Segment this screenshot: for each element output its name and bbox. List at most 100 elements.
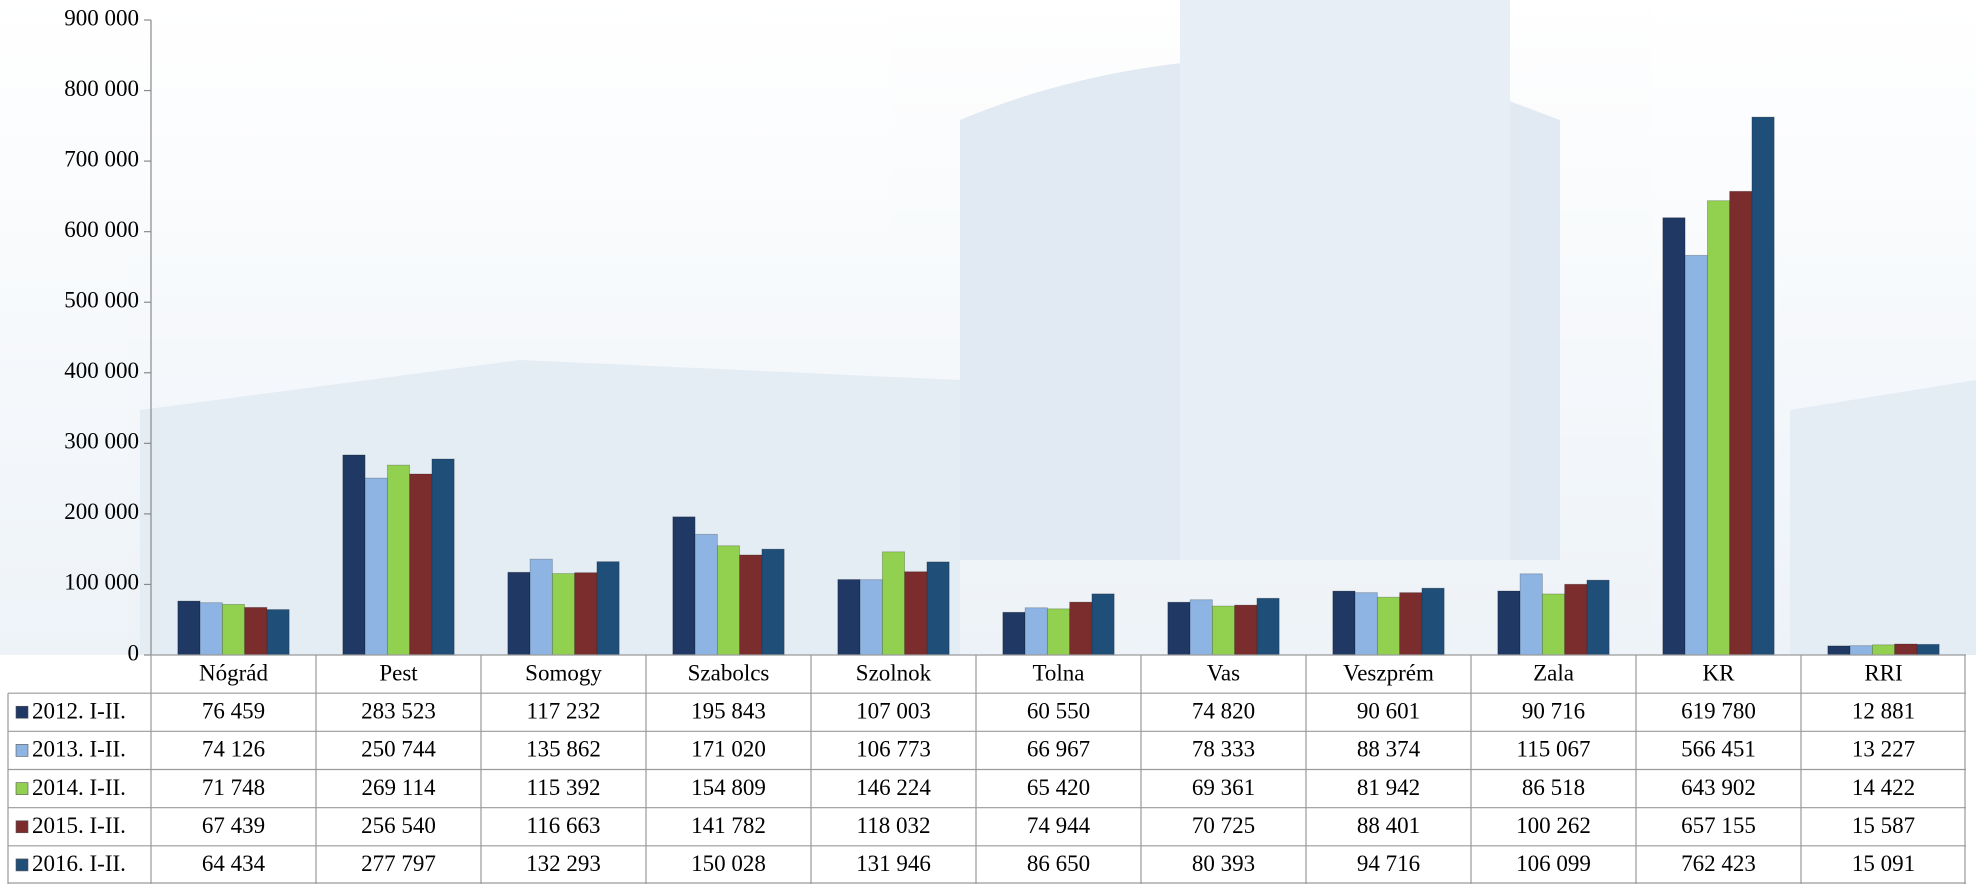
bar	[1354, 592, 1378, 656]
table-value: 78 333	[1192, 737, 1255, 762]
x-tick-label: Somogy	[525, 660, 602, 685]
bar	[409, 473, 433, 656]
table-value: 74 820	[1192, 699, 1255, 724]
legend-swatch	[15, 782, 29, 795]
bar	[1024, 607, 1048, 656]
y-tick-label: 400 000	[64, 358, 139, 383]
bar	[1376, 596, 1401, 656]
bar	[1541, 593, 1566, 656]
bar	[1069, 601, 1093, 656]
table-value: 250 744	[361, 737, 436, 762]
table-value: 86 518	[1522, 775, 1585, 800]
table-value: 12 881	[1852, 699, 1915, 724]
table-value: 67 439	[202, 813, 265, 838]
x-tick-label: RRI	[1864, 660, 1902, 685]
legend-swatch	[15, 705, 29, 719]
table-value: 150 028	[691, 851, 766, 876]
legend-swatch	[15, 744, 29, 757]
bar	[1519, 573, 1543, 656]
table-value: 70 725	[1192, 813, 1255, 838]
bar	[761, 548, 785, 656]
bar	[199, 602, 223, 656]
table-value: 141 782	[691, 813, 766, 838]
bar	[1564, 583, 1588, 656]
table-value: 88 374	[1357, 737, 1421, 762]
table-value: 277 797	[361, 851, 436, 876]
bar	[342, 454, 366, 656]
legend-label: 2012. I-II.	[32, 699, 126, 724]
bar	[1849, 645, 1873, 656]
x-tick-label: Vas	[1207, 660, 1240, 685]
table-value: 64 434	[202, 851, 266, 876]
bar	[1827, 645, 1851, 656]
table-value: 14 422	[1852, 775, 1915, 800]
bar	[716, 545, 741, 656]
bar	[1167, 601, 1191, 656]
bar	[1684, 254, 1708, 656]
table-value: 195 843	[691, 699, 766, 724]
table-value: 115 392	[527, 775, 601, 800]
table-value: 146 224	[856, 775, 931, 800]
bar	[551, 573, 576, 656]
table-value: 106 773	[856, 737, 931, 762]
bar	[694, 533, 718, 656]
table-value: 283 523	[361, 699, 436, 724]
bar	[1751, 116, 1775, 656]
table-value: 60 550	[1027, 699, 1090, 724]
table-value: 566 451	[1681, 737, 1756, 762]
table-value: 65 420	[1027, 775, 1090, 800]
x-tick-label: Szabolcs	[688, 660, 770, 685]
table-value: 74 944	[1027, 813, 1091, 838]
bar	[1894, 643, 1918, 656]
table-value: 171 020	[691, 737, 766, 762]
table-value: 762 423	[1681, 851, 1756, 876]
bar	[859, 579, 883, 656]
x-tick-label: Szolnok	[856, 660, 932, 685]
bar	[221, 603, 246, 656]
legend-label: 2014. I-II.	[32, 775, 126, 800]
bar	[386, 464, 411, 656]
y-tick-label: 200 000	[64, 499, 139, 524]
bar	[1497, 590, 1521, 656]
bar	[1256, 597, 1280, 656]
bar	[1332, 590, 1356, 656]
bar	[1189, 599, 1213, 656]
table-value: 619 780	[1681, 699, 1756, 724]
y-tick-label: 0	[128, 640, 140, 665]
table-value: 643 902	[1681, 775, 1756, 800]
x-tick-label: Zala	[1533, 660, 1574, 685]
table-value: 117 232	[527, 699, 601, 724]
bar	[177, 600, 201, 656]
table-value: 118 032	[857, 813, 931, 838]
y-tick-label: 600 000	[64, 217, 139, 242]
legend-swatch	[15, 820, 29, 834]
x-tick-label: Veszprém	[1343, 660, 1434, 685]
bar	[364, 477, 388, 656]
table-value: 116 663	[527, 813, 601, 838]
table-value: 69 361	[1192, 775, 1255, 800]
bar	[1002, 611, 1026, 656]
bar	[244, 607, 268, 656]
table-value: 80 393	[1192, 851, 1255, 876]
bar	[507, 571, 531, 656]
y-tick-label: 800 000	[64, 76, 139, 101]
bar	[1421, 587, 1445, 656]
table-value: 90 716	[1522, 699, 1585, 724]
bar	[1662, 217, 1686, 656]
table-value: 94 716	[1357, 851, 1420, 876]
table-value: 66 967	[1027, 737, 1090, 762]
table-value: 15 587	[1852, 813, 1915, 838]
bar	[529, 558, 553, 656]
bar	[266, 609, 290, 656]
table-value: 15 091	[1852, 851, 1915, 876]
bar	[837, 579, 861, 656]
table-value: 107 003	[856, 699, 931, 724]
table-value: 86 650	[1027, 851, 1090, 876]
y-tick-label: 900 000	[64, 5, 139, 30]
legend-label: 2015. I-II.	[32, 813, 126, 838]
y-tick-label: 100 000	[64, 570, 139, 595]
bar	[1871, 644, 1896, 656]
table-value: 71 748	[202, 775, 265, 800]
